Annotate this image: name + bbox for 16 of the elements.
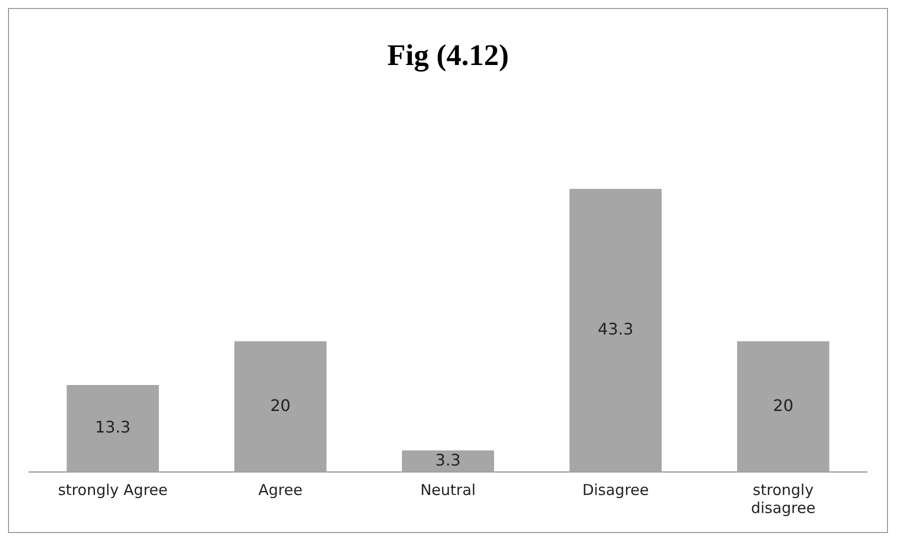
x-tick-label: Agree [258, 480, 302, 499]
bar [737, 341, 830, 472]
x-tick-label: Neutral [420, 480, 476, 499]
bar [402, 450, 494, 472]
data-label: 3.3 [435, 450, 461, 470]
data-label: 20 [773, 396, 794, 415]
bar [66, 385, 159, 472]
bar [570, 188, 662, 472]
chart-title: Fig (4.12) [387, 38, 509, 72]
x-tick-label: Disagree [582, 480, 649, 499]
data-label: 43.3 [598, 320, 634, 339]
data-label: 13.3 [94, 418, 131, 437]
x-tick-label: strongly disagree [750, 480, 816, 517]
bar [234, 341, 326, 472]
x-tick-label: strongly Agree [58, 480, 168, 499]
data-label: 20 [270, 396, 291, 415]
